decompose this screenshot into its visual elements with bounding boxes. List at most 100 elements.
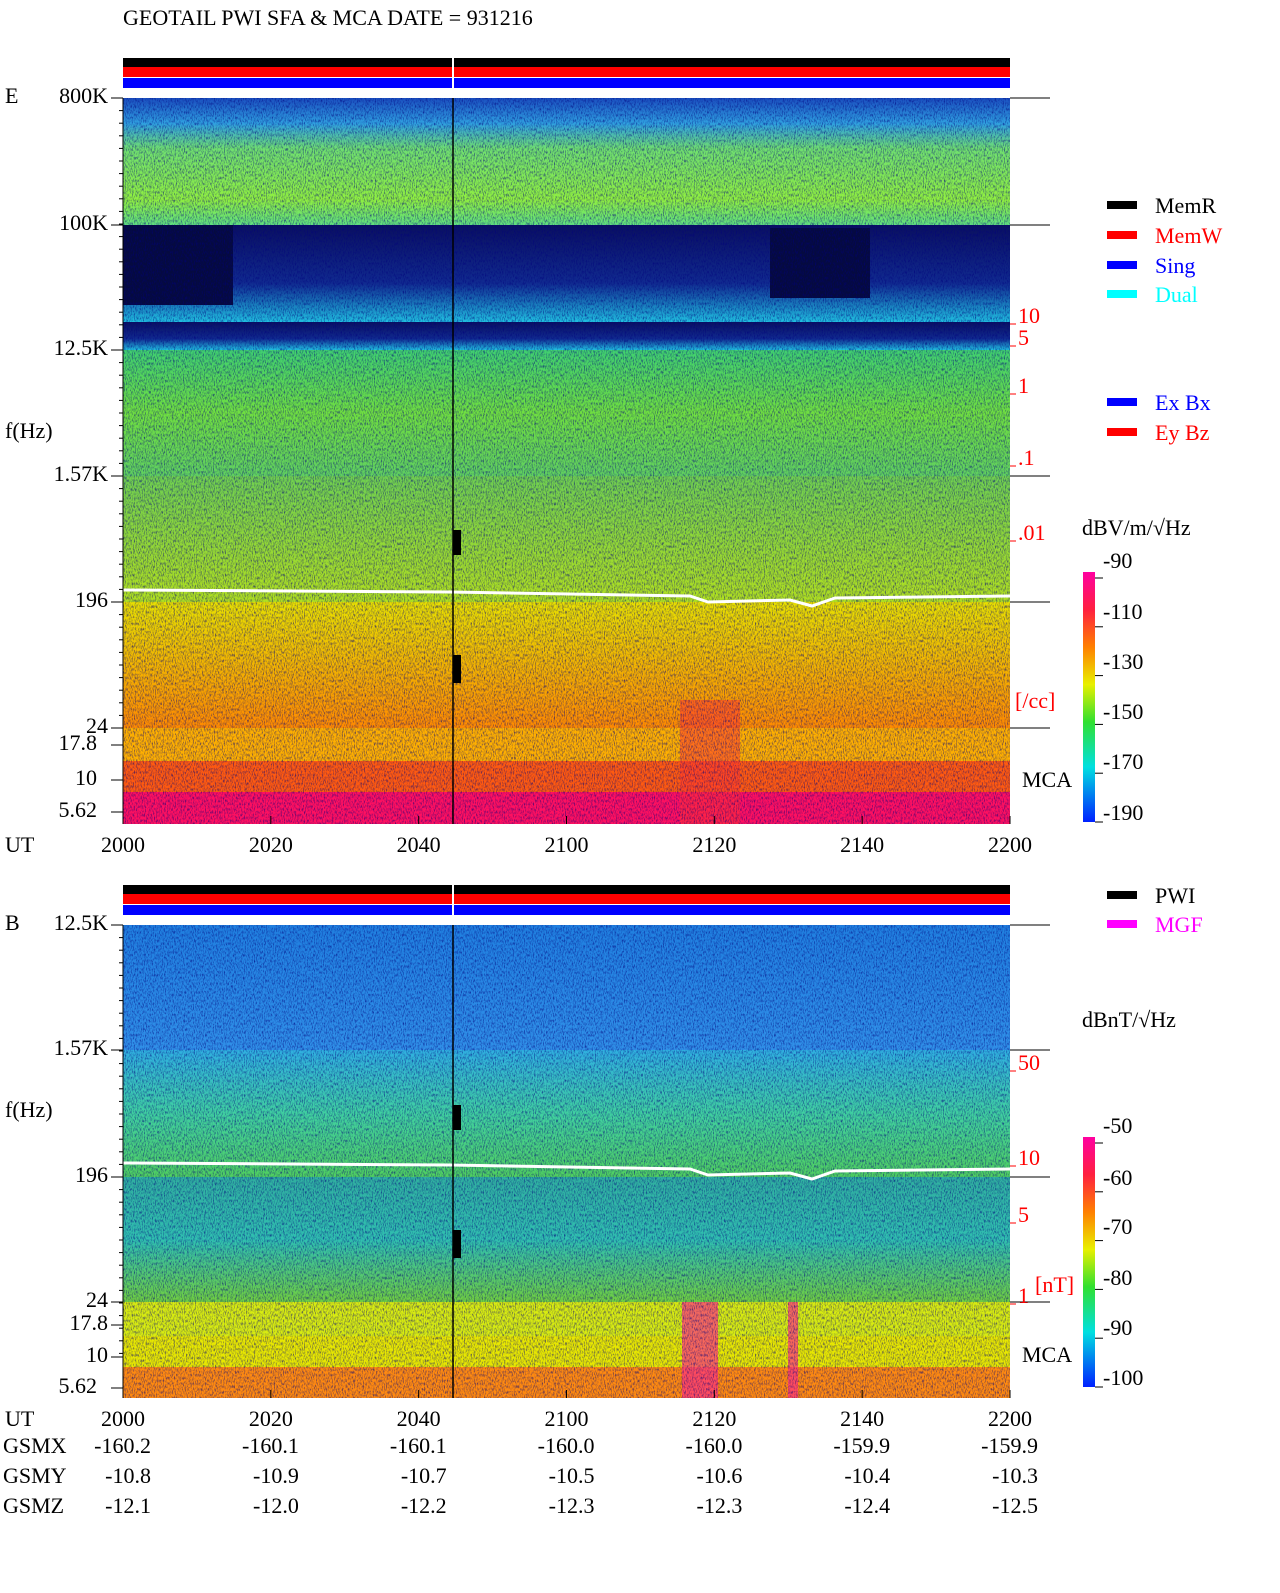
orbit-value: -12.4: [844, 1493, 890, 1518]
y-tick-label: 24: [86, 1287, 108, 1312]
orbit-value: -12.2: [401, 1493, 447, 1518]
colorbar-tick-label: -190: [1103, 800, 1143, 825]
orbit-value: -159.9: [981, 1433, 1038, 1458]
y-tick-label: 12.5K: [54, 910, 109, 935]
page-title: GEOTAIL PWI SFA & MCA DATE = 931216: [123, 5, 533, 30]
colorbar-tick-label: -130: [1103, 649, 1143, 674]
noise-texture: [123, 98, 1010, 824]
orbit-value: -10.6: [697, 1463, 743, 1488]
legend-label: Dual: [1155, 282, 1198, 307]
mca-label: MCA: [1022, 1342, 1072, 1367]
legend-swatch: [1107, 201, 1137, 209]
orbit-value: -10.7: [401, 1463, 447, 1488]
status-bar-memw: [123, 67, 1010, 77]
data-gap: [453, 1105, 461, 1130]
y-tick-label: 196: [75, 1162, 108, 1187]
data-gap: [453, 530, 461, 555]
x-tick-label: 2120: [692, 832, 736, 857]
orbit-value: -159.9: [833, 1433, 890, 1458]
y-tick-label: 800K: [59, 83, 108, 108]
x-axis-label: UT: [5, 832, 35, 857]
x-tick-label: 2120: [692, 1406, 736, 1431]
density-tick-label: 5: [1018, 1202, 1029, 1227]
density-tick-label: 10: [1018, 303, 1040, 328]
x-tick-label: 2100: [545, 1406, 589, 1431]
legend-label: Ex Bx: [1155, 390, 1211, 415]
noise-texture: [123, 925, 1010, 1398]
legend-swatch: [1107, 920, 1137, 928]
y-tick-label: 5.62: [59, 797, 98, 822]
status-bar-memw: [123, 894, 1010, 904]
orbit-value: -10.9: [253, 1463, 299, 1488]
x-tick-label: 2140: [840, 832, 884, 857]
data-gap: [453, 655, 461, 683]
mca-label: MCA: [1022, 767, 1072, 792]
legend-label: Ey Bz: [1155, 420, 1210, 445]
density-tick-label: 50: [1018, 1050, 1040, 1075]
orbit-value: -160.0: [686, 1433, 743, 1458]
legend-swatch: [1107, 428, 1137, 436]
status-bar-sing: [123, 905, 1010, 915]
legend-swatch: [1107, 290, 1137, 298]
orbit-value: -160.1: [242, 1433, 299, 1458]
y-axis-label: f(Hz): [5, 1097, 53, 1122]
y-tick-label: 5.62: [59, 1373, 98, 1398]
y-tick-label: 12.5K: [54, 335, 109, 360]
data-gap: [453, 1230, 461, 1258]
legend-label: MemR: [1155, 193, 1216, 218]
colorbar-tick-label: -60: [1103, 1165, 1132, 1190]
density-tick-label: 10: [1018, 1145, 1040, 1170]
y-tick-label: 10: [75, 765, 97, 790]
density-unit: [nT]: [1035, 1272, 1074, 1297]
orbit-value: -12.3: [549, 1493, 595, 1518]
x-tick-label: 2000: [101, 1406, 145, 1431]
status-bar-memr: [123, 885, 1010, 894]
orbit-value: -10.4: [844, 1463, 890, 1488]
colorbar-tick-label: -90: [1103, 1315, 1132, 1340]
x-tick-label: 2000: [101, 832, 145, 857]
x-tick-label: 2200: [988, 832, 1032, 857]
density-tick-label: 1: [1018, 1283, 1029, 1308]
x-axis-label: UT: [5, 1406, 35, 1431]
y-tick-label: 1.57K: [54, 461, 109, 486]
legend-swatch: [1107, 261, 1137, 269]
colorbar: [1083, 572, 1095, 822]
x-tick-label: 2040: [397, 832, 441, 857]
y-tick-label: 17.8: [59, 730, 98, 755]
orbit-value: -10.3: [992, 1463, 1038, 1488]
density-tick-label: 1: [1018, 373, 1029, 398]
status-bar-memr: [123, 58, 1010, 67]
status-bar-sing: [123, 78, 1010, 88]
density-tick-label: .1: [1018, 445, 1035, 470]
orbit-value: -12.1: [105, 1493, 151, 1518]
x-tick-label: 2040: [397, 1406, 441, 1431]
density-tick-label: .01: [1018, 520, 1046, 545]
colorbar-tick-label: -70: [1103, 1214, 1132, 1239]
orbit-value: -12.5: [992, 1493, 1038, 1518]
orbit-value: -12.3: [697, 1493, 743, 1518]
orbit-value: -160.0: [538, 1433, 595, 1458]
orbit-label: GSMX: [3, 1433, 67, 1458]
orbit-label: GSMY: [3, 1463, 67, 1488]
colorbar: [1083, 1137, 1095, 1387]
x-tick-label: 2100: [545, 832, 589, 857]
y-tick-label: 24: [86, 713, 108, 738]
legend-swatch: [1107, 231, 1137, 239]
density-unit: [/cc]: [1015, 688, 1055, 713]
colorbar-tick-label: -50: [1103, 1113, 1132, 1138]
legend-label: MemW: [1155, 223, 1222, 248]
colorbar-unit: dBnT/√Hz: [1082, 1007, 1176, 1032]
colorbar-tick-label: -170: [1103, 749, 1143, 774]
colorbar-tick-label: -110: [1103, 599, 1143, 624]
x-tick-label: 2140: [840, 1406, 884, 1431]
orbit-value: -10.8: [105, 1463, 151, 1488]
colorbar-tick-label: -90: [1103, 548, 1132, 573]
orbit-label: GSMZ: [3, 1493, 64, 1518]
legend-label: Sing: [1155, 253, 1195, 278]
y-tick-label: 100K: [59, 210, 108, 235]
x-tick-label: 2200: [988, 1406, 1032, 1431]
orbit-value: -12.0: [253, 1493, 299, 1518]
white-trace: [122, 1161, 1011, 1181]
panel-label: E: [5, 83, 18, 108]
